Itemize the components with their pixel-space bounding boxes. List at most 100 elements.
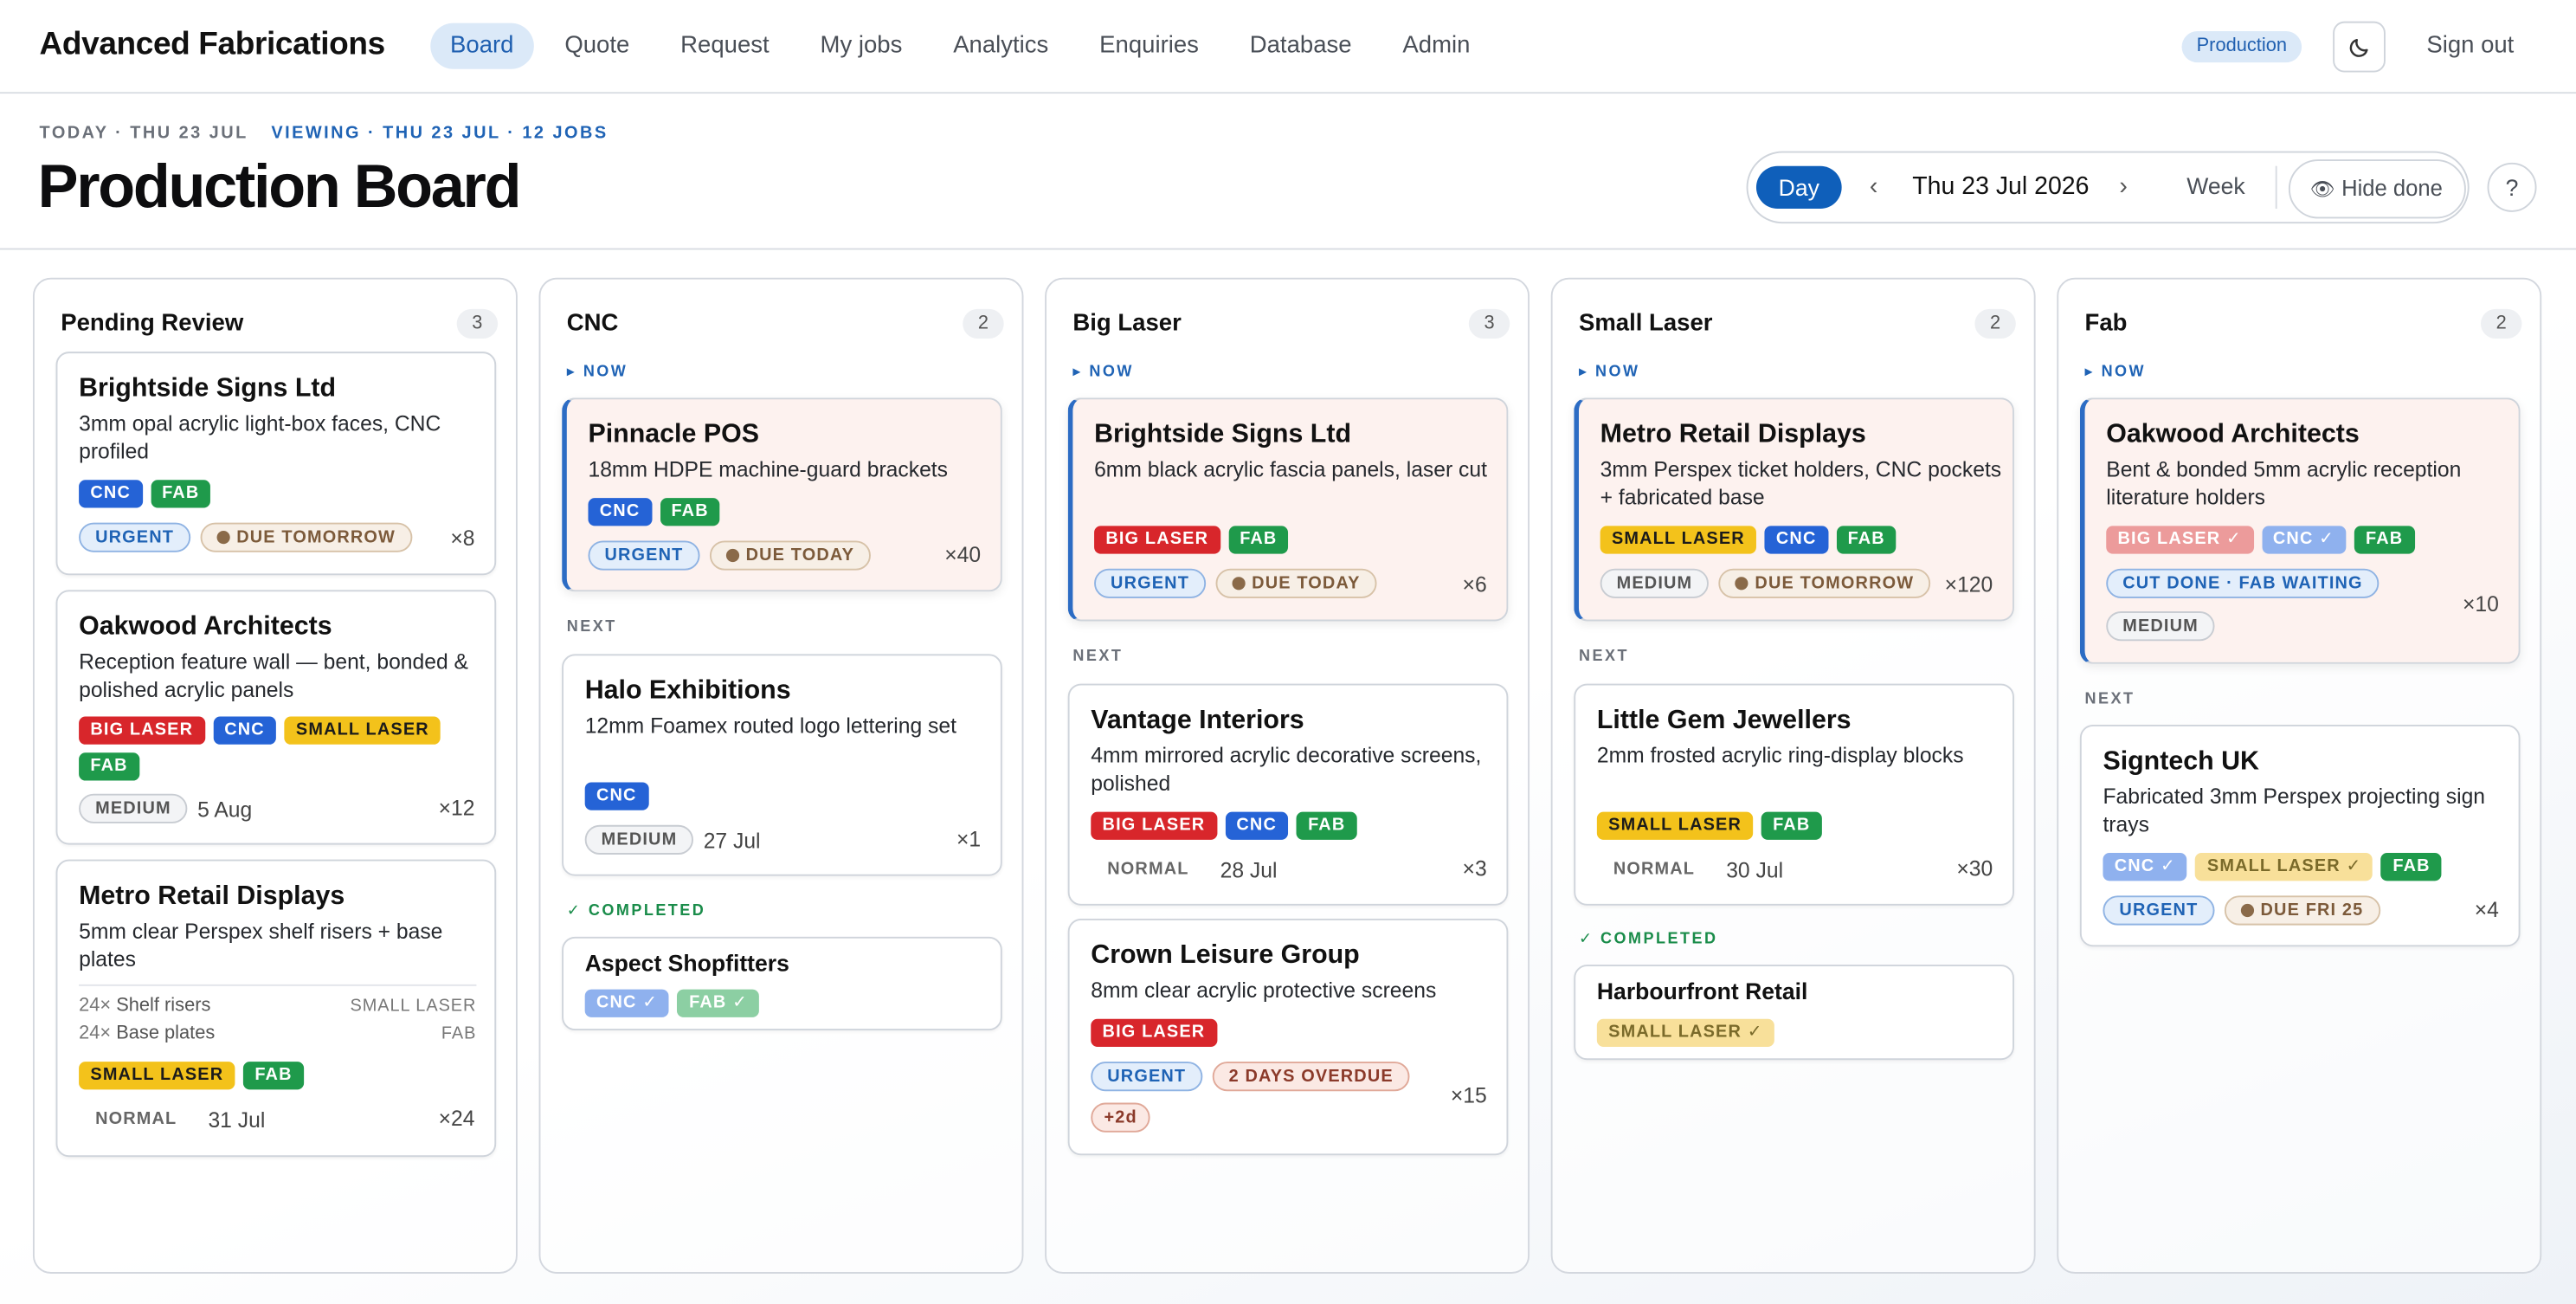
priority-badge: URGENT	[588, 540, 700, 571]
job-description: 5mm clear Perspex shelf risers + base pl…	[79, 918, 443, 972]
quantity: ×10	[2462, 591, 2499, 616]
page-title: Production Board	[37, 152, 522, 221]
machine-tags: CNC	[584, 782, 988, 810]
next-day-button[interactable]: ›	[2119, 172, 2128, 201]
machine-tags: BIG LASER FAB	[1094, 526, 1497, 554]
week-view-button[interactable]: Week	[2186, 172, 2245, 199]
machine-tags: CNC FAB	[79, 480, 481, 508]
quantity: ×40	[944, 542, 982, 567]
job-card-now[interactable]: Pinnacle POS 18mm HDPE machine-guard bra…	[562, 397, 1002, 592]
nav-quote[interactable]: Quote	[564, 32, 630, 60]
hide-done-button[interactable]: 👁 Hide done	[2288, 159, 2466, 219]
now-label: NOW	[1594, 363, 1640, 382]
nav-enquiries[interactable]: Enquiries	[1099, 32, 1199, 60]
priority-badge: MEDIUM	[79, 793, 188, 823]
job-card-now[interactable]: Oakwood Architects Bent & bonded 5mm acr…	[2079, 397, 2521, 664]
machine-tags: SMALL LASER FAB	[1596, 811, 2000, 840]
job-card-now[interactable]: Metro Retail Displays 3mm Perspex ticket…	[1574, 397, 2014, 622]
nav-my-jobs[interactable]: My jobs	[820, 32, 903, 60]
tag-small-laser: SMALL LASER	[1596, 811, 1754, 840]
completed-job-card[interactable]: Aspect Shopfitters CNC ✓ FAB ✓	[562, 936, 1002, 1031]
previous-day-button[interactable]: ‹	[1869, 172, 1878, 201]
customer-name: Metro Retail Displays	[79, 882, 345, 911]
tag-big-laser: BIG LASER	[1091, 811, 1217, 840]
sub-item: 24× Shelf risers SMALL LASER	[79, 996, 476, 1016]
theme-toggle-button[interactable]	[2333, 21, 2386, 73]
due-date: 31 Jul	[208, 1107, 266, 1132]
now-label: NOW	[583, 363, 628, 382]
machine-tags: SMALL LASER FAB	[79, 1062, 481, 1090]
completed-section-label: ✓ COMPLETED	[1579, 930, 1717, 948]
column-small-laser: Small Laser 2 ▸ NOW Metro Retail Display…	[1550, 277, 2036, 1274]
help-button[interactable]: ?	[2487, 162, 2537, 212]
now-label: NOW	[1089, 363, 1134, 382]
customer-name: Pinnacle POS	[588, 420, 759, 449]
job-description: 18mm HDPE machine-guard brackets	[588, 456, 948, 482]
job-meta: MEDIUM 27 Jul	[584, 824, 761, 855]
job-card[interactable]: Crown Leisure Group 8mm clear acrylic pr…	[1067, 918, 1509, 1156]
completed-section-label: ✓ COMPLETED	[567, 902, 705, 920]
main-nav: Board Quote Request My jobs Analytics En…	[430, 23, 1501, 69]
tag-fab-done: FAB ✓	[677, 989, 760, 1017]
due-dot-icon	[1735, 576, 1748, 590]
job-card[interactable]: Metro Retail Displays 5mm clear Perspex …	[55, 859, 497, 1158]
due-date: 27 Jul	[703, 827, 761, 853]
overdue-days-badge: +2d	[1091, 1102, 1150, 1133]
quantity: ×120	[1944, 571, 1993, 597]
customer-name: Aspect Shopfitters	[584, 950, 789, 977]
column-count: 2	[2480, 308, 2522, 339]
tag-fab: FAB	[1761, 811, 1822, 840]
tag-big-laser: BIG LASER	[1091, 1018, 1217, 1048]
nav-analytics[interactable]: Analytics	[953, 32, 1049, 60]
job-meta: URGENT DUE FRI 25	[2103, 895, 2380, 926]
now-section-label: ▸ NOW	[2085, 363, 2146, 381]
customer-name: Crown Leisure Group	[1091, 941, 1360, 970]
day-view-button[interactable]: Day	[1755, 165, 1842, 210]
job-description: 4mm mirrored acrylic decorative screens,…	[1091, 742, 1482, 796]
quantity: ×1	[956, 826, 982, 852]
priority-badge: URGENT	[2103, 895, 2215, 926]
nav-board[interactable]: Board	[430, 23, 534, 69]
job-card[interactable]: Brightside Signs Ltd 3mm opal acrylic li…	[55, 352, 497, 576]
page-header: TODAY · THU 23 JUL VIEWING · THU 23 JUL ·…	[0, 94, 2576, 250]
job-card[interactable]: Signtech UK Fabricated 3mm Perspex proje…	[2079, 725, 2521, 947]
now-label: NOW	[2101, 363, 2147, 382]
tag-small-laser: SMALL LASER	[79, 1062, 235, 1090]
tag-cnc-done: CNC ✓	[584, 989, 670, 1017]
date-navigator: Day ‹ Thu 23 Jul 2026 › Week 👁 Hide done	[1746, 151, 2470, 224]
priority-badge: NORMAL	[95, 1109, 177, 1129]
next-section-label: NEXT	[566, 617, 617, 636]
sub-item-machine: FAB	[441, 1023, 477, 1044]
hide-done-label: Hide done	[2341, 176, 2443, 201]
column-big-laser: Big Laser 3 ▸ NOW Brightside Signs Ltd 6…	[1045, 277, 1530, 1274]
now-section-label: ▸ NOW	[1072, 363, 1133, 381]
tag-small-laser: SMALL LASER	[284, 716, 441, 745]
job-card[interactable]: Vantage Interiors 4mm mirrored acrylic d…	[1067, 683, 1509, 906]
job-card[interactable]: Little Gem Jewellers 2mm frosted acrylic…	[1574, 683, 2014, 906]
completed-job-card[interactable]: Harbourfront Retail SMALL LASER ✓	[1574, 965, 2014, 1061]
due-dot-icon	[216, 530, 230, 544]
customer-name: Harbourfront Retail	[1596, 978, 1808, 1004]
priority-badge: URGENT	[79, 522, 191, 552]
job-card[interactable]: Halo Exhibitions 12mm Foamex routed logo…	[562, 654, 1002, 876]
job-card-now[interactable]: Brightside Signs Ltd 6mm black acrylic f…	[1067, 397, 1509, 622]
nav-admin[interactable]: Admin	[1402, 32, 1471, 60]
divider	[2275, 165, 2277, 210]
due-text: DUE FRI 25	[2260, 901, 2364, 920]
column-fab: Fab 2 ▸ NOW Oakwood Architects Bent & bo…	[2057, 277, 2542, 1274]
sub-item: 24× Base plates FAB	[79, 1023, 476, 1043]
brand-name[interactable]: Advanced Fabrications	[39, 26, 386, 63]
job-card[interactable]: Oakwood Architects Reception feature wal…	[55, 590, 497, 845]
machine-tags: BIG LASER	[1091, 1018, 1493, 1048]
sign-out-link[interactable]: Sign out	[2426, 32, 2515, 60]
column-count: 2	[963, 308, 1004, 339]
tag-fab: FAB	[79, 752, 139, 781]
job-meta: NORMAL 28 Jul	[1091, 855, 1277, 884]
machine-tags: CNC ✓ SMALL LASER ✓ FAB	[2103, 853, 2505, 881]
nav-database[interactable]: Database	[1249, 32, 1352, 60]
tag-cnc-done: CNC ✓	[2261, 526, 2347, 554]
tag-fab: FAB	[660, 498, 721, 526]
play-icon: ▸	[566, 363, 583, 382]
nav-request[interactable]: Request	[680, 32, 770, 60]
quantity: ×3	[1462, 855, 1487, 881]
